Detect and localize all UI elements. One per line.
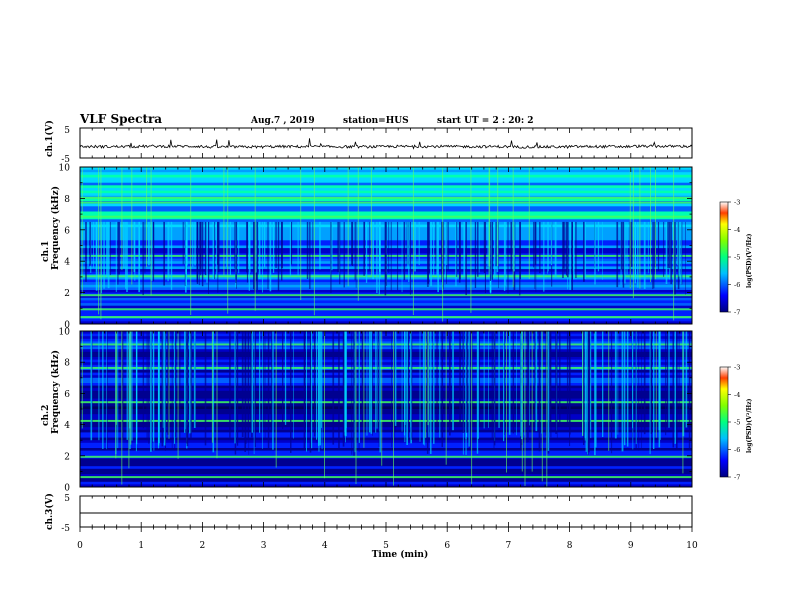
ch2-freq-ylabel: Frequency (kHz)	[50, 350, 61, 434]
freq-ytick-label: 0	[64, 484, 70, 494]
freq-ytick-label: 4	[64, 258, 70, 268]
ch2-spec-channel-label: ch.2	[41, 405, 51, 426]
freq-ytick-label: 0	[64, 321, 70, 331]
x-axis-title: Time (min)	[372, 549, 429, 560]
x-tick-label: 8	[567, 541, 573, 551]
x-tick-label: 7	[506, 541, 512, 551]
colorbar-tick-label: -7	[734, 309, 740, 317]
freq-ytick-label: 6	[64, 390, 70, 400]
ch1-spectrogram	[80, 167, 692, 325]
colorbar-tick-label: -6	[734, 446, 740, 454]
station-label: station=HUS	[343, 116, 409, 126]
freq-ytick-label: 4	[64, 421, 70, 431]
panel-frames	[79, 127, 693, 532]
colorbar-tick-label: -7	[734, 474, 740, 482]
ch2-colorbar: -3 -4 -5 -6 -7 log(PSD)(V²/Hz)	[719, 364, 753, 482]
ch1-waveform-line	[79, 138, 693, 150]
colorbar-tick-label: -4	[734, 226, 740, 234]
date-label: Aug.7 , 2019	[250, 116, 315, 126]
freq-ytick-label: 10	[59, 328, 71, 338]
colorbar-tick-label: -4	[734, 391, 740, 399]
x-tick-label: 10	[686, 541, 698, 551]
ch1-trace-ylabel: ch.1(V)	[44, 120, 55, 157]
colorbar-tick-label: -5	[734, 254, 740, 262]
x-tick-label: 5	[383, 541, 389, 551]
ch1-ytick-label: 5	[64, 126, 70, 136]
ch3-trace-ylabel: ch.3(V)	[44, 493, 55, 530]
ch1-spec-channel-label: ch.1	[41, 241, 51, 262]
freq-ytick-label: 8	[64, 195, 70, 205]
start-time-label: start UT = 2 : 20: 2	[437, 116, 534, 126]
freq-ytick-label: 10	[59, 164, 71, 174]
ch2-colorbar-label: log(PSD)(V²/Hz)	[746, 398, 753, 453]
ch3-ytick-label: -5	[61, 524, 70, 534]
colorbar-tick-label: -3	[734, 199, 740, 207]
ch1-waveform-panel	[79, 138, 693, 150]
ch2-spectrogram	[80, 331, 692, 488]
ch1-ytick-label: -5	[61, 155, 70, 165]
colorbar-tick-label: -5	[734, 419, 740, 427]
x-tick-label: 1	[138, 541, 144, 551]
ch1-colorbar-label: log(PSD)(V²/Hz)	[746, 233, 753, 288]
x-tick-label: 4	[322, 541, 328, 551]
x-tick-label: 0	[77, 541, 83, 551]
ch1-freq-ylabel: Frequency (kHz)	[50, 186, 61, 270]
colorbar-tick-label: -3	[734, 364, 740, 372]
ch3-ytick-label: 5	[64, 494, 70, 504]
x-tick-label: 3	[261, 541, 267, 551]
freq-ytick-label: 6	[64, 226, 70, 236]
ch1-colorbar: -3 -4 -5 -6 -7 log(PSD)(V²/Hz)	[719, 199, 753, 317]
freq-ytick-label: 2	[64, 452, 70, 462]
freq-ytick-label: 2	[64, 289, 70, 299]
x-tick-label: 2	[200, 541, 206, 551]
colorbar-tick-label: -6	[734, 281, 740, 289]
freq-ytick-label: 8	[64, 359, 70, 369]
x-tick-label: 9	[628, 541, 634, 551]
chart-title: VLF Spectra	[79, 112, 162, 126]
x-tick-label: 6	[444, 541, 450, 551]
